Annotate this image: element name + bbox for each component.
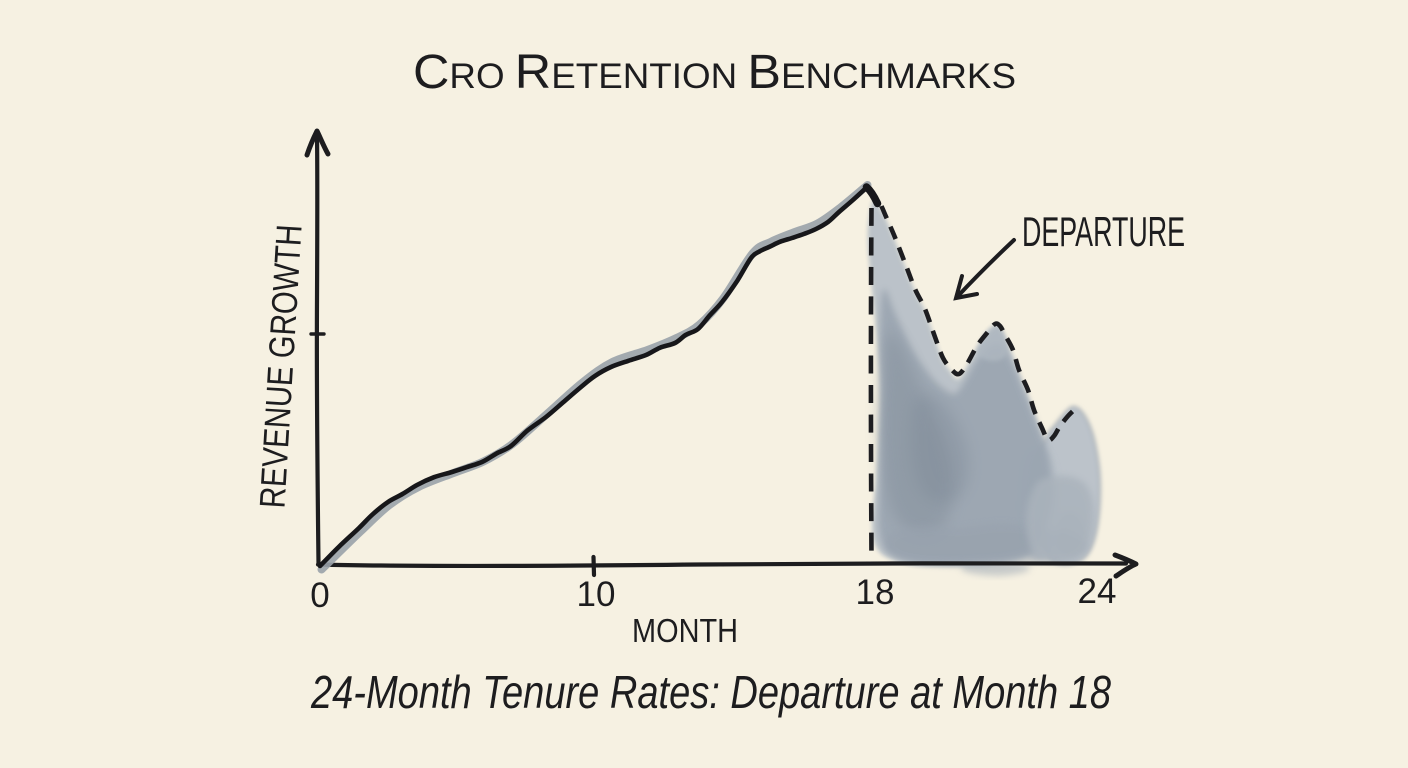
svg-text:10: 10 <box>577 575 616 614</box>
svg-text:24: 24 <box>1078 572 1117 611</box>
svg-text:DEPARTURE: DEPARTURE <box>1022 208 1185 255</box>
svg-text:18: 18 <box>856 573 895 612</box>
svg-text:CRO RETENTION BENCHMARKS: CRO RETENTION BENCHMARKS <box>413 46 1016 99</box>
svg-text:0: 0 <box>310 576 329 615</box>
svg-text:24-Month Tenure Rates: Departu: 24-Month Tenure Rates: Departure at Mont… <box>310 666 1111 718</box>
svg-text:MONTH: MONTH <box>632 612 738 649</box>
